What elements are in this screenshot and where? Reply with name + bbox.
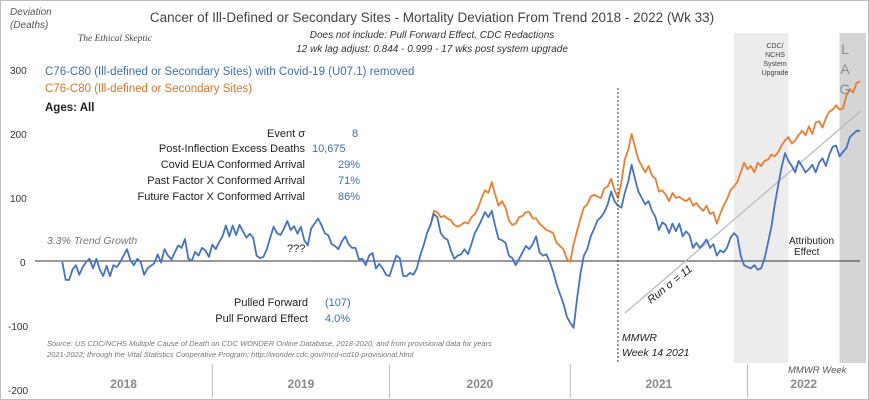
background-layer: [733, 33, 866, 363]
pulled-forward-label: Pulled Forward: [234, 297, 308, 309]
trend-growth-label: 3.3% Trend Growth: [47, 235, 137, 247]
chart-title: Cancer of Ill-Defined or Secondary Sites…: [150, 10, 714, 25]
y-tick-100: 100: [10, 194, 27, 205]
system-upgrade-shade: [733, 33, 789, 363]
y-axis: 300 200 100 0 -100 -200: [8, 66, 28, 397]
lag-shade: [839, 33, 866, 363]
stat-value-excess-deaths: 10,675: [312, 143, 346, 155]
y-axis-label-line1: Deviation: [10, 7, 52, 18]
year-label-2018: 2018: [110, 377, 137, 391]
pull-forward-panel: Pulled Forward (107) Pull Forward Effect…: [215, 297, 350, 325]
y-tick-300: 300: [10, 66, 27, 77]
stat-value-past-factor-x: 71%: [338, 175, 360, 187]
system-upgrade-label-4: Upgrade: [762, 70, 789, 77]
series-line-covid-removed: [61, 129, 860, 329]
year-label-2019: 2019: [288, 377, 315, 391]
system-upgrade-label-1: CDC/: [766, 43, 783, 50]
y-axis-label-line2: (Deaths): [10, 20, 48, 31]
year-label-2022: 2022: [790, 377, 817, 391]
system-upgrade-label-2: NCHS: [765, 52, 785, 59]
stat-label-excess-deaths: Post-Inflection Excess Deaths: [159, 143, 306, 155]
trend-line: [624, 111, 861, 314]
ages-label: Ages: All: [45, 102, 94, 114]
year-label-2021: 2021: [646, 377, 673, 391]
chart-subtitle-1: Does not include: Pull Forward Effect, C…: [310, 30, 555, 41]
stat-label-future-factor-x: Future Factor X Conformed Arrival: [137, 191, 305, 203]
stat-label-past-factor-x: Past Factor X Conformed Arrival: [147, 175, 305, 187]
source-line-2: 2021-2022; through the Vital Statistics …: [46, 350, 414, 359]
pulled-forward-value: (107): [325, 297, 351, 309]
attribution-label-line2: Effect: [794, 247, 820, 258]
unknown-label: ???: [287, 243, 305, 255]
attribution-label-line1: Attribution: [789, 236, 834, 247]
chart-subtitle-2: 12 wk lag adjust: 0.844 - 0.999 - 17 wks…: [296, 44, 568, 55]
pull-forward-effect-value: 4.0%: [325, 313, 350, 325]
pull-forward-effect-label: Pull Forward Effect: [215, 313, 308, 325]
legend-entry-removed: C76-C80 (Ill-defined or Secondary Sites)…: [45, 66, 414, 78]
stat-value-event-sigma: 8: [352, 128, 358, 140]
legend: C76-C80 (Ill-defined or Secondary Sites)…: [45, 66, 414, 114]
stat-label-covid-eua: Covid EUA Conformed Arrival: [161, 159, 305, 171]
x-axis: 2018 2019 2020 2021 2022: [110, 364, 817, 398]
mmwr-week-axis-label: MMWR Week: [788, 365, 848, 376]
series-line-all: [426, 80, 861, 263]
y-tick-200: 200: [10, 130, 27, 141]
mmwr-label-line2: Week 14 2021: [622, 347, 690, 359]
stats-panel: Event σ 8 Post-Inflection Excess Deaths …: [137, 128, 360, 203]
trend-layer: [624, 111, 861, 314]
lag-letter-a: A: [840, 61, 850, 77]
mmwr-label-line1: MMWR: [622, 332, 657, 344]
system-upgrade-label-3: System: [763, 61, 787, 68]
y-tick-0: 0: [20, 258, 26, 269]
lag-letter-l: L: [841, 41, 849, 57]
stat-value-covid-eua: 29%: [338, 159, 360, 171]
series-layer: [61, 80, 861, 329]
stat-label-event-sigma: Event σ: [267, 128, 305, 140]
legend-entry-all: C76-C80 (Ill-defined or Secondary Sites): [45, 83, 252, 95]
lag-letter-g: G: [840, 81, 851, 97]
y-tick-neg100: -100: [8, 322, 28, 333]
year-label-2020: 2020: [467, 377, 494, 391]
source-line-1: Source: US CDC/NCHS Multiple Cause of De…: [47, 339, 492, 348]
header: Deviation (Deaths) The Ethical Skeptic C…: [10, 7, 714, 55]
y-tick-neg200: -200: [8, 386, 28, 397]
stat-value-future-factor-x: 86%: [338, 191, 360, 203]
watermark: The Ethical Skeptic: [78, 34, 153, 44]
